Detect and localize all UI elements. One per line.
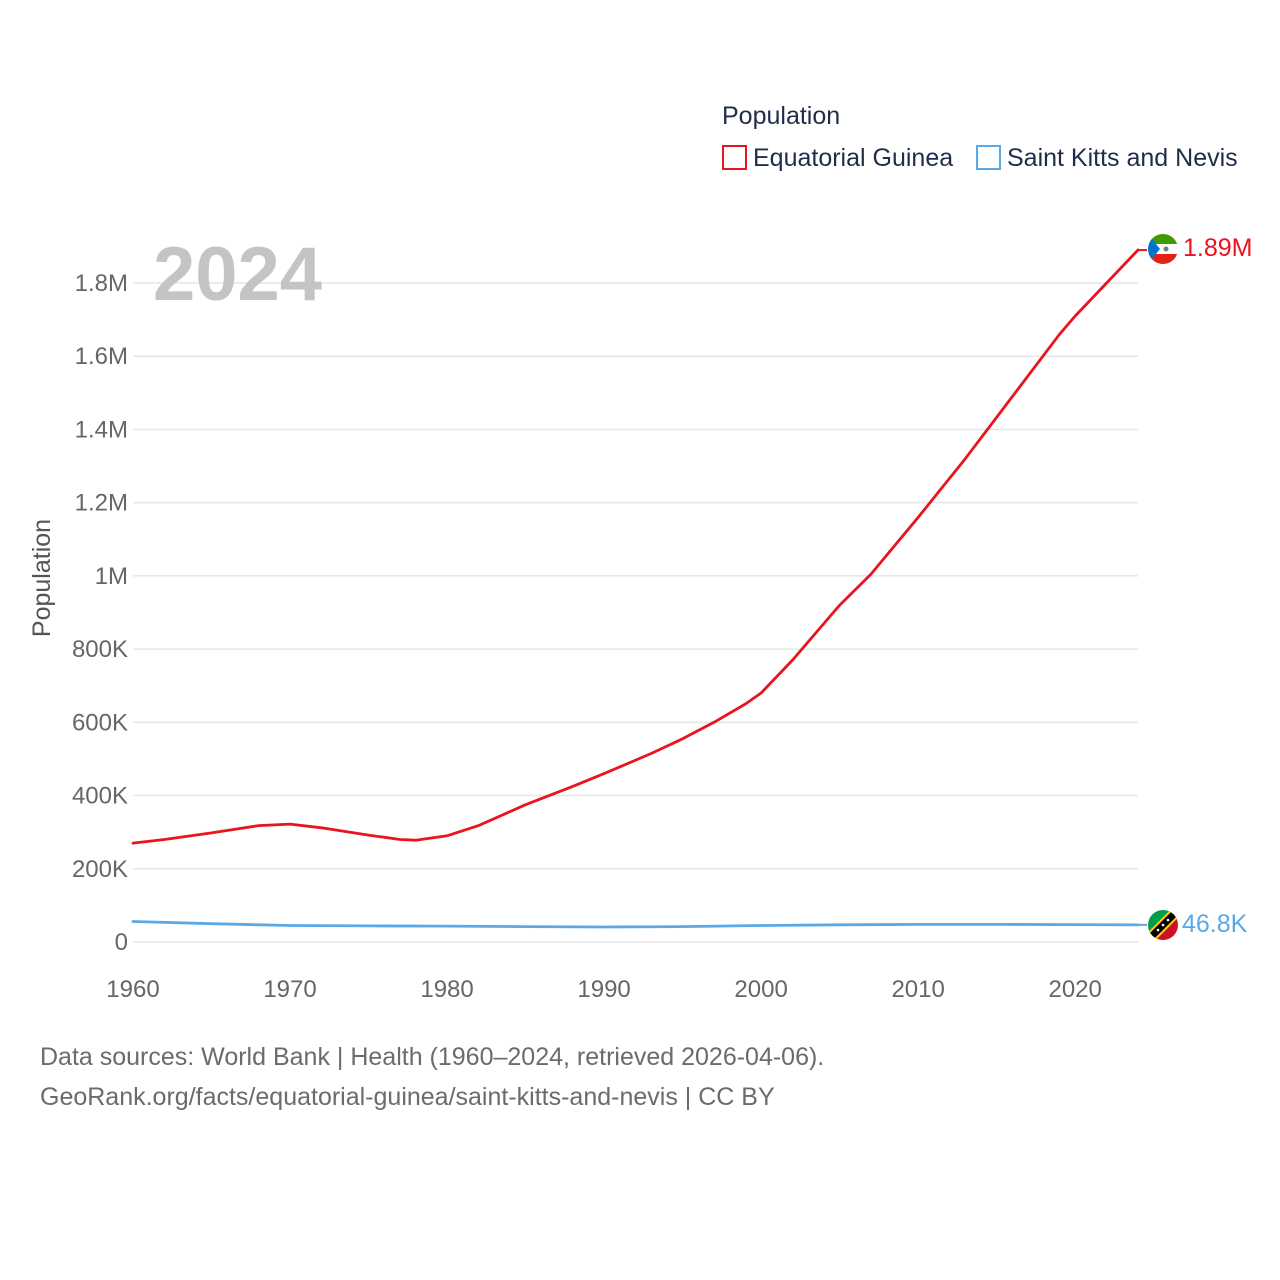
series-line-equatorial-guinea[interactable] (131, 248, 1140, 845)
x-tick-label: 1970 (263, 976, 316, 1003)
x-tick-label: 1990 (577, 976, 630, 1003)
series-line-saint-kitts-and-nevis[interactable] (131, 920, 1140, 929)
legend-swatch-equatorial-guinea (722, 145, 747, 170)
y-tick-label: 1M (95, 563, 128, 590)
legend: Population Equatorial Guinea Saint Kitts… (722, 102, 1238, 172)
y-tick-label: 1.8M (75, 270, 128, 297)
end-label-equatorial-guinea: 1.89M (1183, 234, 1252, 262)
end-label-saint-kitts-and-nevis: 46.8K (1182, 910, 1248, 938)
gridlines (133, 282, 1138, 943)
population-line-chart: 0 200K 400K 600K 800K 1M 1.2M 1.4M 1.6M 1.8M 1960… (28, 102, 1252, 1003)
footer-source-link[interactable]: GeoRank.org/facts/equatorial-guinea/sain… (40, 1083, 775, 1111)
y-tick-label: 400K (72, 783, 128, 810)
y-tick-label: 600K (72, 709, 128, 736)
legend-item-saint-kitts-and-nevis[interactable]: Saint Kitts and Nevis (976, 144, 1238, 172)
y-tick-label: 1.2M (75, 490, 128, 517)
legend-label-equatorial-guinea: Equatorial Guinea (753, 144, 953, 172)
y-axis-label: Population (28, 519, 56, 637)
y-tick-label: 1.4M (75, 416, 128, 443)
x-tick-label: 1960 (106, 976, 159, 1003)
y-tick-label: 1.6M (75, 343, 128, 370)
x-axis-ticks: 1960 1970 1980 1990 2000 2010 2020 (106, 976, 1102, 1003)
legend-title: Population (722, 102, 840, 130)
equatorial-guinea-flag-icon (1148, 234, 1178, 264)
y-tick-label: 800K (72, 636, 128, 663)
legend-swatch-saint-kitts-and-nevis (976, 145, 1001, 170)
series-layer (131, 248, 1147, 929)
legend-item-equatorial-guinea[interactable]: Equatorial Guinea (722, 144, 953, 172)
x-tick-label: 2010 (891, 976, 944, 1003)
footer-data-sources: Data sources: World Bank | Health (1960–… (40, 1043, 825, 1071)
x-tick-label: 1980 (420, 976, 473, 1003)
y-tick-label: 0 (115, 929, 128, 956)
year-label: 2024 (153, 232, 322, 317)
x-tick-label: 2020 (1048, 976, 1101, 1003)
saint-kitts-and-nevis-flag-icon (1148, 910, 1178, 940)
legend-label-saint-kitts-and-nevis: Saint Kitts and Nevis (1007, 144, 1238, 172)
x-tick-label: 2000 (734, 976, 787, 1003)
y-tick-label: 200K (72, 856, 128, 883)
y-axis-ticks: 0 200K 400K 600K 800K 1M 1.2M 1.4M 1.6M 1.8M (72, 270, 128, 956)
